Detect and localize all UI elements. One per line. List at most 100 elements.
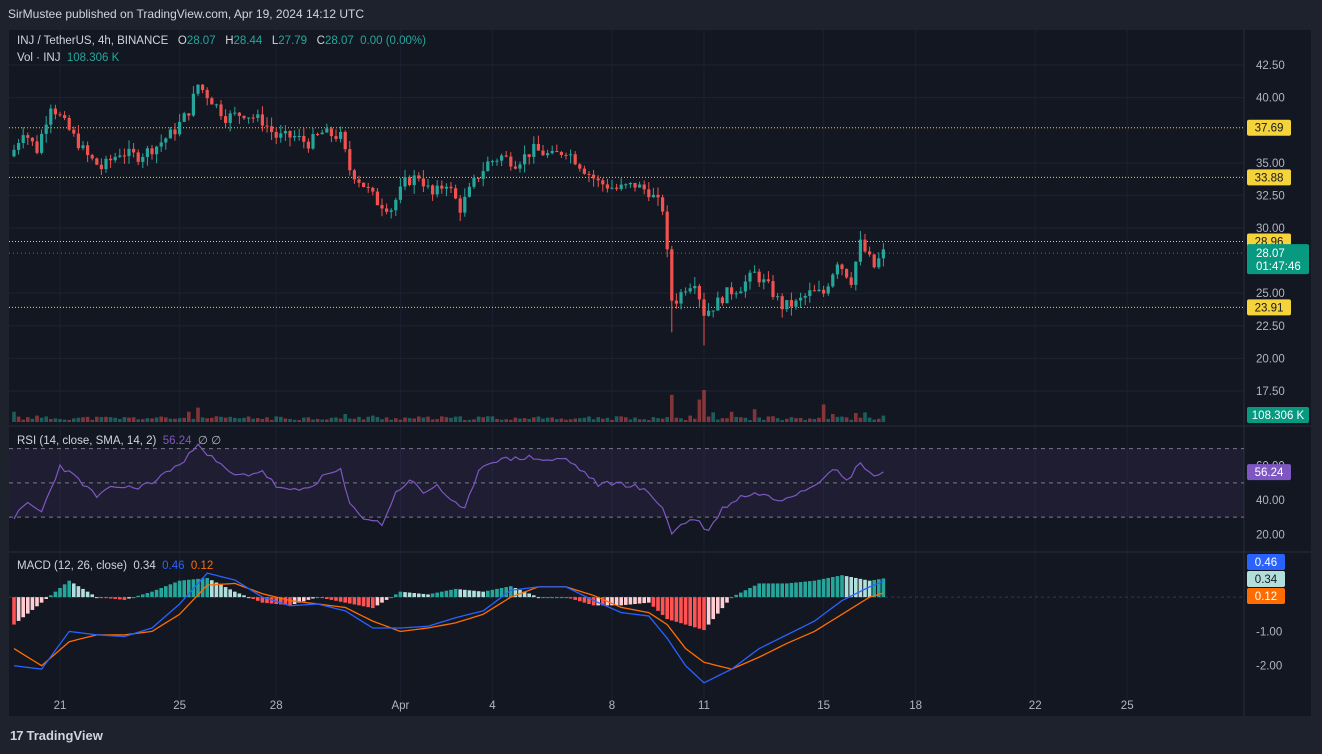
chart-area[interactable] xyxy=(9,30,1311,716)
volume-bar xyxy=(748,420,752,422)
candle-body xyxy=(444,186,448,189)
rsi-value-tag-label: 56.24 xyxy=(1255,467,1284,479)
volume-bar xyxy=(872,419,876,422)
macd-panel xyxy=(9,572,1244,684)
macd-tick-label: -2.00 xyxy=(1256,661,1282,673)
candle-body xyxy=(472,177,476,187)
volume-bar xyxy=(803,420,807,422)
volume-bar xyxy=(233,417,237,422)
macd-histogram-bar xyxy=(642,597,646,604)
macd-histogram-bar xyxy=(205,577,209,598)
macd-histogram-bar xyxy=(564,597,568,599)
candle-body xyxy=(794,300,798,307)
candle-body xyxy=(776,296,780,298)
volume-bar xyxy=(840,416,844,422)
level-tag xyxy=(1247,119,1291,136)
volume-bar xyxy=(21,419,25,422)
candle-body xyxy=(26,135,30,138)
macd-histogram-bar xyxy=(693,597,697,628)
rsi-value-tag xyxy=(1247,464,1291,481)
close-value: 28.07 xyxy=(324,35,354,47)
candle-body xyxy=(808,290,812,296)
volume-bar xyxy=(122,417,127,422)
volume-bar xyxy=(444,417,449,422)
main-legend[interactable]: INJ / TetherUS, 4h, BINANCE O28.07 H28.4… xyxy=(17,35,426,47)
macd-histogram-bar xyxy=(527,593,531,598)
volume-bar xyxy=(302,417,306,422)
volume-value: 108.306 K xyxy=(66,52,120,64)
macd-histogram-bar xyxy=(647,597,651,603)
volume-bar xyxy=(384,417,389,422)
candle-body xyxy=(762,279,766,283)
volume-bar xyxy=(279,416,283,422)
volume-bar xyxy=(329,417,334,422)
volume-bar xyxy=(315,418,320,422)
volume-legend[interactable]: Vol · INJ 108.306 K xyxy=(17,52,119,64)
macd-histogram-bar xyxy=(430,593,435,598)
macd-histogram-bar xyxy=(136,595,140,598)
volume-bar xyxy=(693,418,697,422)
volume-bar xyxy=(476,416,481,422)
volume-bar xyxy=(504,419,508,422)
macd-histogram-bar xyxy=(670,597,674,621)
candle-body xyxy=(615,187,619,189)
macd-histogram-bar xyxy=(104,597,108,599)
macd-histogram-bar xyxy=(532,595,536,598)
macd-histogram-bar xyxy=(444,590,449,598)
rsi-legend[interactable]: RSI (14, close, SMA, 14, 2) 56.24 ∅ ∅ xyxy=(17,433,221,447)
volume-bar xyxy=(394,418,398,422)
volume-bar xyxy=(131,417,136,422)
volume-bar xyxy=(58,419,62,422)
candle-body xyxy=(122,155,126,157)
candle-body xyxy=(288,130,292,138)
open-value: 28.07 xyxy=(186,35,216,47)
volume-value-tag-label: 108.306 K xyxy=(1252,410,1305,422)
volume-bar xyxy=(136,419,140,422)
time-axis[interactable]: 21 25 28 Apr 4 8 11 15 18 22 25 xyxy=(54,700,1134,712)
macd-histogram-bar xyxy=(702,597,706,631)
candle-body xyxy=(389,210,393,212)
volume-bar xyxy=(863,412,867,422)
candlesticks xyxy=(12,84,885,346)
candle-body xyxy=(872,254,876,268)
macd-histogram-bar xyxy=(771,583,775,598)
macd-histogram-bar xyxy=(219,584,223,598)
macd-histogram-bar xyxy=(798,582,803,598)
candle-body xyxy=(702,299,706,316)
tradingview-logo[interactable]: 17 TradingView xyxy=(10,728,103,743)
candle-body xyxy=(35,141,39,153)
candle-body xyxy=(467,186,471,197)
symbol-label[interactable]: INJ / TetherUS, 4h, BINANCE xyxy=(17,35,169,47)
candle-body xyxy=(582,168,586,174)
macd-histogram-bar xyxy=(150,591,154,598)
macd-legend[interactable]: MACD (12, 26, close) 0.34 0.46 0.12 xyxy=(17,560,213,572)
candle-body xyxy=(743,281,747,292)
volume-bar xyxy=(219,416,223,422)
macd-histogram-bar xyxy=(472,590,476,598)
volume-bar xyxy=(683,420,688,422)
candle-body xyxy=(463,196,467,213)
candle-body xyxy=(490,161,494,163)
candle-body xyxy=(375,191,379,206)
candle-body xyxy=(753,271,757,273)
candle-body xyxy=(357,179,361,183)
macd-tick-label: -1.00 xyxy=(1256,626,1282,638)
volume-bar xyxy=(320,419,324,422)
volume-bar xyxy=(274,416,278,422)
candle-body xyxy=(656,194,660,198)
volume-bar xyxy=(849,419,853,422)
macd-histogram-bar xyxy=(541,597,545,599)
volume-bar xyxy=(306,417,311,422)
volume-bar xyxy=(242,417,246,422)
macd-label: MACD (12, 26, close) xyxy=(17,560,127,572)
price-tick-label: 42.50 xyxy=(1256,60,1285,72)
candle-body xyxy=(145,148,149,158)
volume-bar xyxy=(398,419,403,422)
volume-bar xyxy=(85,416,90,422)
candle-body xyxy=(187,113,191,116)
macd-histogram-bar xyxy=(187,579,191,598)
publish-header: SirMustee published on TradingView.com, … xyxy=(0,0,1322,30)
time-tick-label: 21 xyxy=(54,700,67,712)
volume-bar xyxy=(380,419,384,422)
